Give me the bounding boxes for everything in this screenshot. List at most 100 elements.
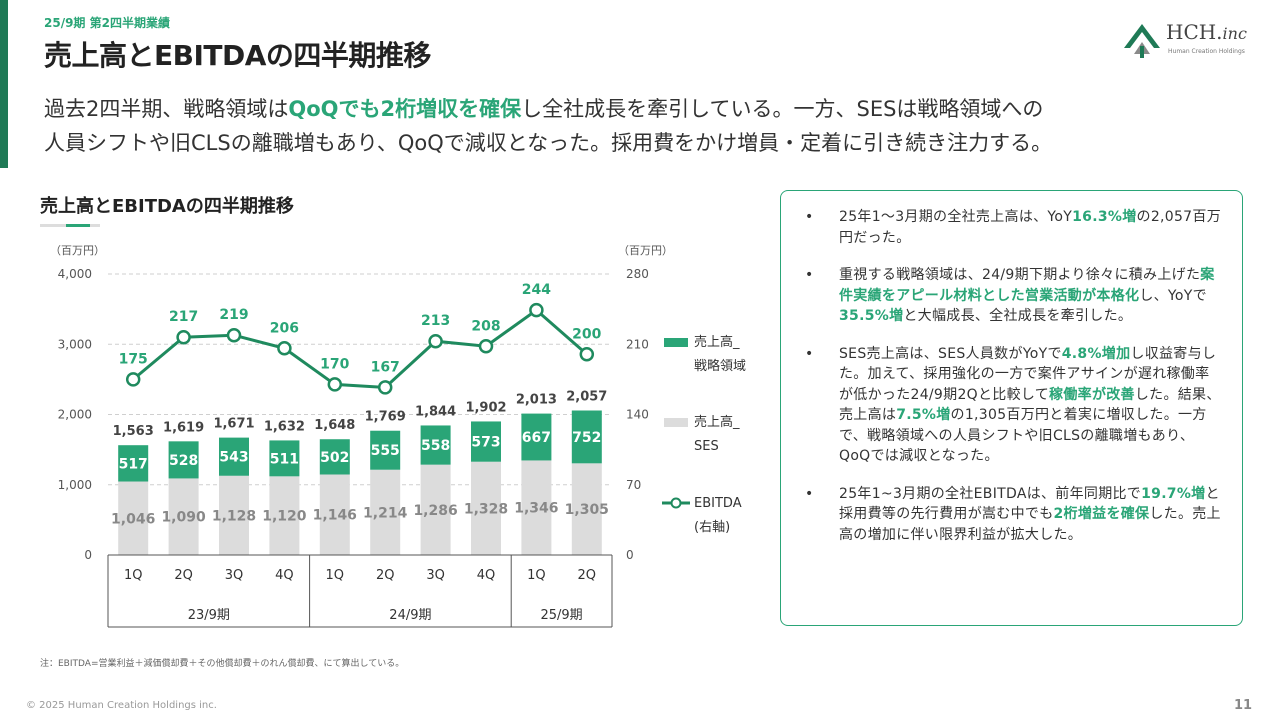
page-number: 11	[1234, 698, 1253, 713]
page-title: 売上高とEBITDAの四半期推移	[44, 39, 431, 72]
bullet-highlight: 7.5%増	[896, 407, 951, 423]
ebitda-point	[277, 341, 292, 356]
bar-strategic	[269, 440, 300, 477]
bar-strategic	[471, 421, 501, 462]
ebitda-value-label: 200	[572, 326, 601, 342]
bar-ses	[370, 469, 401, 555]
ebitda-value-label: 170	[320, 356, 349, 372]
right-tick-label: 210	[626, 337, 649, 351]
left-axis-unit: （百万円）	[50, 244, 105, 257]
fiscal-year-label: 24/9期	[389, 608, 431, 623]
bullet-text: 重視する戦略領域は、24/9期下期より徐々に積み上げた	[839, 267, 1201, 283]
ebitda-value-label: 244	[522, 282, 551, 298]
strategic-value-label: 528	[169, 453, 198, 469]
copyright: © 2025 Human Creation Holdings inc.	[26, 700, 217, 711]
ebitda-value-label: 217	[169, 309, 198, 325]
strategic-value-label: 555	[371, 443, 400, 459]
ebitda-value-label: 167	[371, 359, 400, 375]
logo-mark-icon	[1124, 24, 1160, 58]
ebitda-value-label: 206	[270, 320, 299, 336]
strategic-value-label: 667	[522, 430, 551, 446]
bar-ses	[319, 474, 350, 555]
bullet-text: の1,305百万円と着実に増収した。一方で、戦略領域への人員シフトや旧CLSの離…	[839, 407, 1207, 464]
strategic-value-label: 543	[219, 450, 248, 466]
right-tick-label: 0	[626, 548, 634, 562]
quarter-label: 2Q	[376, 568, 395, 583]
strategic-value-label: 752	[572, 430, 601, 446]
bullet-text: と大幅成長、全社成長を牽引した。	[903, 308, 1133, 324]
chart-title: 売上高とEBITDAの四半期推移	[40, 196, 294, 217]
right-tick-label: 140	[626, 408, 649, 422]
quarter-label: 2Q	[174, 568, 193, 583]
bullet-text: の2,057百万円だった。	[839, 209, 1221, 246]
bar-strategic	[571, 410, 602, 464]
bar-ses	[168, 478, 199, 555]
bar-ses	[521, 460, 552, 555]
ses-value-label: 1,346	[514, 501, 558, 517]
total-value-label: 1,844	[415, 404, 456, 419]
bullet-highlight: 案件実績をアピール材料とした営業活動が本格化	[839, 267, 1215, 304]
bullet-item: 25年1~3月期の全社EBITDAは、前年同期比で19.7%増と採用費等の先行費…	[799, 484, 1222, 546]
strategic-value-label: 573	[471, 435, 500, 451]
left-tick-label: 4,000	[58, 267, 92, 281]
bar-ses	[420, 464, 451, 555]
footnote: 注：EBITDA=営業利益＋減価償却費＋その他償却費＋のれん償却費、にて算出して…	[40, 659, 405, 669]
ebitda-point	[226, 327, 242, 343]
quarter-label: 1Q	[527, 568, 546, 583]
bar-strategic	[420, 425, 451, 465]
legend-label: 売上高_	[694, 414, 740, 430]
bar-ses	[118, 481, 149, 555]
ses-value-label: 1,305	[565, 502, 609, 518]
bullet-text: した。結果、売上高は	[839, 386, 1221, 424]
period-label: 25/9期 第2四半期業績	[44, 16, 170, 30]
ses-value-label: 1,214	[363, 505, 408, 521]
bullet-item: 25年1～3月期の全社売上高は、YoY16.3%増の2,057百万円だった。	[799, 207, 1222, 248]
bullet-text: し収益寄与した。加えて、採用強化の一方で案件アサインが遅れ稼働率が低かった24/…	[839, 345, 1217, 403]
legend-label: SES	[694, 439, 719, 454]
legend-swatch	[664, 338, 688, 347]
legend-label: (右軸)	[694, 520, 730, 535]
left-tick-label: 2,000	[58, 408, 92, 422]
left-tick-label: 1,000	[58, 478, 92, 492]
bullet-highlight: 4.8%増加	[1061, 345, 1131, 362]
ses-value-label: 1,046	[111, 511, 155, 527]
lead-text: し全社成長を牽引している。一方、SESは戦略領域への	[521, 97, 1044, 121]
quarter-label: 4Q	[477, 568, 496, 583]
right-axis-unit: （百万円）	[618, 244, 673, 257]
bar-ses	[219, 475, 249, 555]
legend-label: 戦略領域	[694, 358, 746, 374]
accent-bar	[0, 0, 8, 168]
ebitda-point	[478, 339, 494, 354]
left-tick-label: 0	[84, 548, 92, 562]
total-value-label: 1,619	[163, 420, 204, 435]
bullet-highlight: 2桁増益を確保	[1053, 506, 1150, 522]
legend-swatch	[664, 418, 688, 427]
ebitda-value-label: 175	[119, 351, 148, 367]
lead-line-1: 過去2四半期、戦略領域はQoQでも2桁増収を確保し全社成長を牽引している。一方、…	[44, 92, 1244, 126]
bar-ses	[471, 461, 501, 555]
lead-text: 人員シフトや旧CLSの離職増もあり、QoQで減収となった。採用費をかけ増員・定着…	[44, 131, 1053, 155]
strategic-value-label: 517	[119, 456, 148, 472]
ebitda-point	[579, 347, 595, 362]
ebitda-point	[327, 377, 343, 392]
total-value-label: 1,769	[365, 410, 406, 425]
quarter-label: 3Q	[426, 568, 445, 583]
ses-value-label: 1,128	[212, 508, 256, 524]
quarter-label: 3Q	[225, 568, 244, 583]
bar-strategic	[118, 445, 149, 482]
legend-marker	[670, 497, 682, 509]
quarter-label: 4Q	[275, 568, 294, 583]
right-tick-label: 70	[626, 478, 641, 492]
strategic-value-label: 502	[320, 450, 349, 466]
company-logo: HCH.inc Human Creation Holdings	[1120, 18, 1270, 64]
strategic-value-label: 511	[270, 451, 299, 467]
ses-value-label: 1,120	[262, 509, 307, 525]
ses-value-label: 1,286	[413, 503, 457, 519]
lead-highlight: QoQでも2桁増収を確保	[288, 97, 522, 121]
ebitda-point	[125, 372, 141, 387]
bullet-highlight: 19.7%増	[1141, 485, 1206, 502]
bar-strategic	[319, 439, 350, 475]
bar-strategic	[219, 437, 249, 476]
total-value-label: 1,648	[314, 418, 355, 433]
bar-strategic	[521, 413, 552, 461]
